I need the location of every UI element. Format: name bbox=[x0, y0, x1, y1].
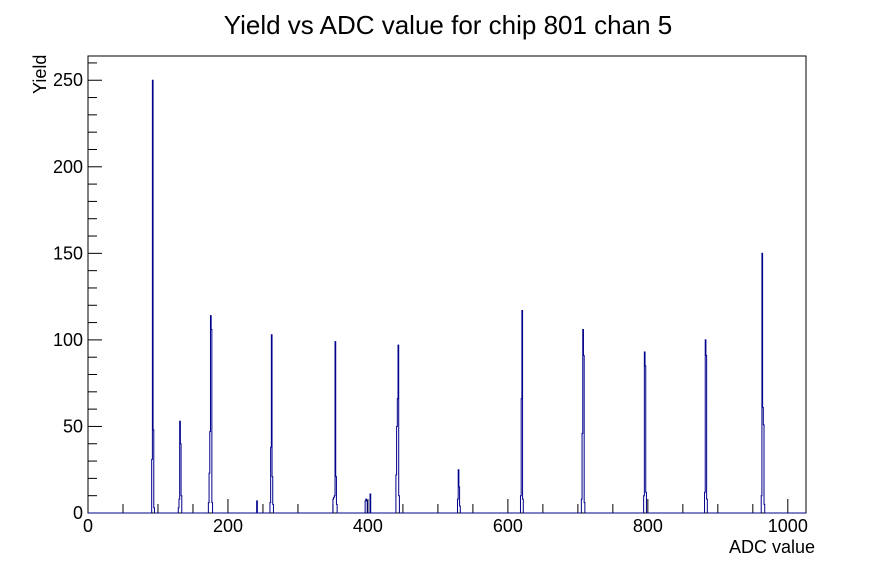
y-tick-label: 50 bbox=[63, 416, 83, 436]
chart-title: Yield vs ADC value for chip 801 chan 5 bbox=[223, 10, 673, 40]
y-tick-label: 100 bbox=[53, 330, 83, 350]
x-axis-title: ADC value bbox=[728, 537, 815, 557]
y-tick-label: 250 bbox=[53, 70, 83, 90]
x-tick-label: 1000 bbox=[768, 516, 808, 536]
x-tick-label: 200 bbox=[213, 516, 243, 536]
y-tick-label: 200 bbox=[53, 157, 83, 177]
histogram-line bbox=[88, 79, 806, 514]
x-tick-label: 600 bbox=[493, 516, 523, 536]
x-tick-label: 0 bbox=[83, 516, 93, 536]
plot-frame bbox=[87, 55, 807, 514]
x-tick-label: 800 bbox=[633, 516, 663, 536]
y-tick-label: 0 bbox=[73, 503, 83, 523]
x-tick-label: 400 bbox=[353, 516, 383, 536]
y-tick-label: 150 bbox=[53, 243, 83, 263]
